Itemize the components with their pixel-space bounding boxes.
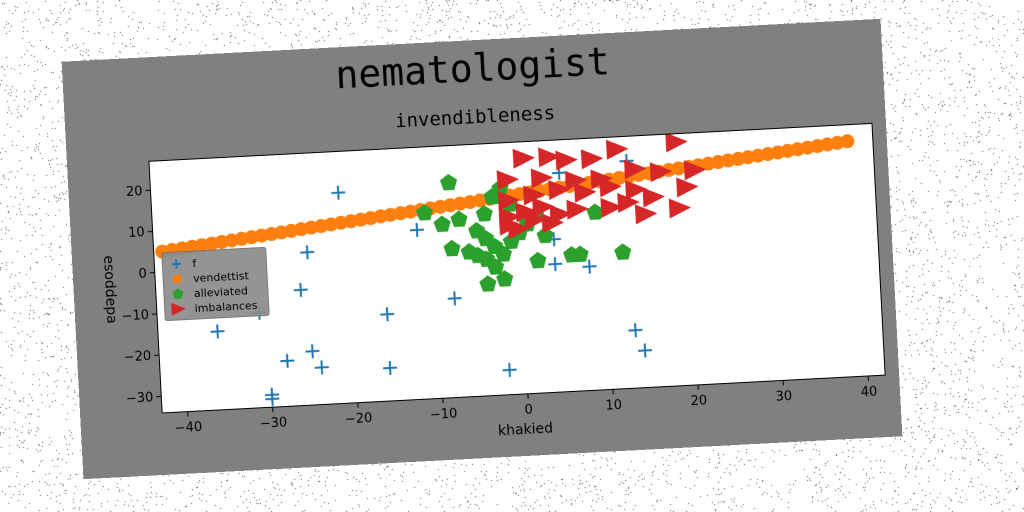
point-imbalances-32 — [524, 210, 547, 231]
point-f-7 — [305, 344, 320, 359]
point-alleviated-2 — [433, 215, 451, 233]
x-tick-label: −20 — [345, 411, 373, 427]
x-tick-label: 10 — [605, 398, 622, 414]
legend-label-alleviated: alleviated — [194, 284, 249, 300]
series-imbalances — [496, 132, 707, 240]
point-imbalances-29 — [668, 198, 692, 219]
point-imbalances-5 — [665, 132, 688, 153]
point-imbalances-4 — [605, 139, 629, 160]
point-f-12 — [383, 360, 398, 375]
point-f-20 — [637, 343, 653, 358]
point-imbalances-16 — [574, 182, 597, 203]
x-tick-label: −10 — [430, 407, 458, 423]
point-f-1 — [409, 222, 425, 238]
point-imbalances-28 — [634, 204, 658, 225]
point-f-17 — [582, 259, 597, 274]
point-vendettist-69 — [840, 134, 855, 149]
legend-marker-alleviated — [172, 288, 184, 299]
point-alleviated-25 — [614, 243, 632, 260]
point-imbalances-27 — [617, 192, 640, 213]
y-tick-label: 0 — [138, 267, 147, 282]
point-alleviated-0 — [439, 173, 458, 191]
point-imbalances-26 — [600, 197, 623, 218]
point-alleviated-22 — [529, 251, 547, 269]
point-f-14 — [502, 362, 517, 377]
point-imbalances-10 — [624, 159, 647, 180]
legend-marker-f — [171, 259, 181, 269]
plot-area — [148, 123, 886, 413]
point-imbalances-11 — [649, 162, 673, 183]
point-alleviated-26 — [586, 203, 604, 220]
legend-label-vendettist: vendettist — [193, 269, 250, 285]
x-tick-label: 30 — [775, 389, 792, 405]
point-imbalances-0 — [512, 148, 536, 169]
point-alleviated-15 — [494, 245, 512, 262]
point-alleviated-29 — [536, 226, 554, 244]
legend-label-imbalances: imbalances — [194, 299, 258, 315]
y-tick-label: −20 — [123, 349, 151, 365]
point-f-16 — [548, 257, 563, 272]
point-imbalances-33 — [541, 213, 565, 234]
point-imbalances-25 — [566, 199, 589, 220]
point-f-5 — [210, 324, 225, 339]
point-imbalances-18 — [625, 180, 648, 201]
point-imbalances-12 — [683, 160, 707, 181]
y-axis-label: esoddepa — [100, 255, 120, 324]
point-imbalances-15 — [548, 180, 571, 200]
point-f-13 — [447, 291, 462, 306]
point-f-9 — [314, 360, 329, 375]
legend-marker-vendettist — [172, 274, 182, 284]
point-f-19 — [628, 323, 643, 338]
point-alleviated-3 — [450, 210, 468, 228]
point-f-11 — [265, 391, 280, 406]
x-tick-label: −30 — [259, 415, 287, 431]
marks-layer — [155, 132, 855, 406]
legend-label-f: f — [192, 257, 198, 270]
point-imbalances-2 — [555, 150, 578, 171]
x-tick-label: 20 — [690, 393, 707, 409]
point-imbalances-31 — [499, 215, 522, 236]
point-alleviated-24 — [571, 245, 589, 263]
scatter-plot: −40 −30 −20 −10 0 10 20 30 40 −30 −20 −10 0 10 20 khaki… — [100, 122, 886, 440]
point-f-6 — [380, 307, 395, 322]
point-alleviated-14 — [486, 258, 505, 275]
plot-frame — [148, 122, 886, 414]
point-imbalances-3 — [580, 149, 604, 170]
y-tick-label: −10 — [121, 308, 149, 324]
point-f-0 — [331, 185, 346, 200]
point-imbalances-7 — [530, 168, 554, 189]
point-f-8 — [280, 353, 295, 368]
x-axis-label: khakied — [498, 421, 554, 440]
point-alleviated-20 — [496, 270, 514, 287]
y-tick-label: −30 — [126, 390, 154, 406]
chart-card: nematologist invendibleness −40 −30 −20 −10… — [61, 18, 903, 480]
point-imbalances-23 — [532, 197, 555, 218]
point-alleviated-21 — [479, 275, 497, 292]
point-alleviated-10 — [443, 239, 461, 257]
point-imbalances-8 — [564, 170, 588, 191]
point-f-3 — [293, 282, 308, 297]
x-tick-label: 0 — [524, 403, 533, 418]
legend-box — [161, 246, 270, 322]
y-tick-label: 10 — [128, 225, 145, 241]
point-imbalances-20 — [676, 177, 699, 198]
point-imbalances-17 — [599, 177, 622, 198]
point-alleviated-4 — [475, 205, 493, 222]
point-f-2 — [300, 245, 315, 260]
x-tick-label: −40 — [174, 420, 202, 436]
point-imbalances-1 — [538, 147, 561, 168]
legend-marker-imbalances — [171, 302, 186, 316]
point-imbalances-14 — [523, 185, 546, 206]
point-alleviated-1 — [415, 204, 433, 221]
point-imbalances-13 — [497, 190, 521, 211]
x-tick-label: 40 — [860, 385, 877, 401]
point-imbalances-19 — [642, 187, 666, 208]
y-tick-label: 20 — [126, 184, 143, 200]
point-imbalances-6 — [496, 170, 520, 191]
